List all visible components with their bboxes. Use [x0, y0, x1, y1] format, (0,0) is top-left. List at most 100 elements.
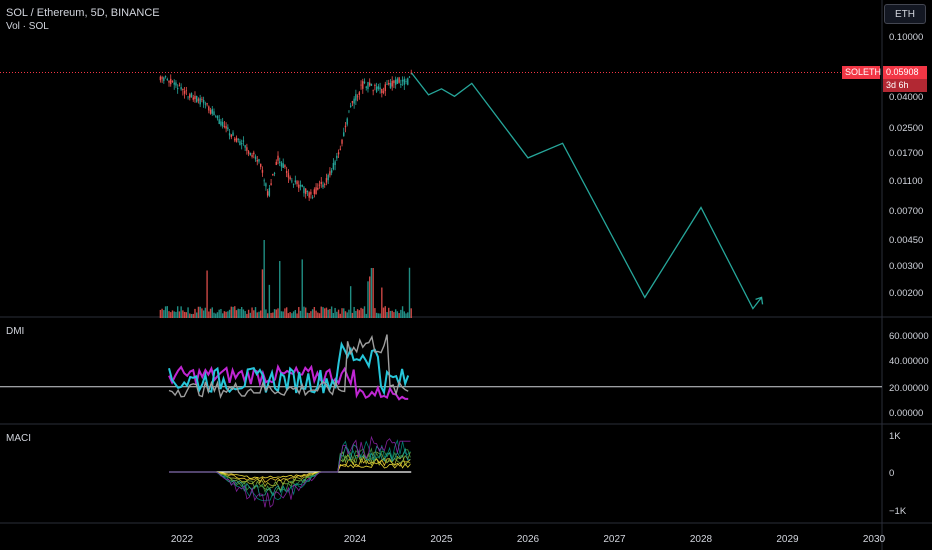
candle-body [215, 116, 217, 118]
volume-bar [332, 313, 335, 318]
dmi-pane-label[interactable]: DMI [6, 326, 25, 337]
volume-bar [393, 312, 395, 318]
candle-body [306, 190, 309, 193]
volume-bar [348, 309, 350, 318]
volume-bar [216, 312, 219, 318]
candle-body [249, 152, 252, 156]
candle-body [260, 163, 262, 167]
volume-bar [199, 306, 201, 318]
symbol-price-badge: SOLETH [842, 66, 881, 79]
candle-body [272, 173, 274, 176]
price-tick: 0.00200 [889, 288, 924, 299]
price-tick: 0.04000 [889, 91, 924, 103]
candle-body [407, 78, 409, 85]
maci-pane-label[interactable]: MACI [6, 433, 31, 444]
maci-line [169, 457, 411, 484]
candle-body [265, 183, 267, 187]
volume-bar [258, 311, 260, 318]
candle-body [356, 96, 359, 98]
volume-bar [325, 307, 328, 318]
symbol-title[interactable]: SOL / Ethereum, 5D, BINANCE [6, 7, 160, 19]
candle-body [313, 189, 316, 194]
volume-bar [382, 307, 385, 318]
maci-tick: −1K [889, 506, 907, 517]
volume-bar [363, 306, 366, 318]
candle-body [223, 125, 226, 127]
candle-body [401, 80, 404, 82]
candle-body [351, 101, 354, 103]
price-tick: 0.00700 [889, 206, 924, 218]
volume-bar [253, 310, 255, 318]
candle-body [206, 103, 208, 105]
candle-body [182, 88, 184, 91]
volume-bar [389, 310, 392, 318]
volume-bar [386, 312, 388, 318]
adx-line [168, 334, 409, 399]
volume-bar [183, 311, 186, 318]
candle-body [405, 81, 407, 82]
volume-bar [282, 311, 284, 318]
volume-label[interactable]: Vol · SOL [6, 21, 49, 32]
volume-bar [240, 307, 243, 318]
volume-bar [365, 313, 367, 318]
volume-bar [391, 310, 393, 318]
candle-body [304, 188, 307, 194]
candle-body [159, 76, 162, 81]
volume-bar [370, 268, 373, 318]
volume-bar [249, 312, 252, 318]
candle-body [247, 151, 250, 154]
maci-line [169, 439, 411, 501]
dmi-lines [0, 334, 882, 401]
candle-body [273, 173, 276, 174]
volume-bar [362, 308, 364, 318]
candle-body [287, 173, 290, 178]
volume-bar [197, 306, 200, 318]
price-tick: 0.00450 [889, 234, 924, 246]
volume-bar [356, 309, 359, 318]
candle-body [386, 83, 388, 85]
candle-body [237, 139, 239, 140]
candle-body [268, 188, 271, 196]
volume-bar [272, 312, 274, 318]
time-tick: 2029 [776, 534, 799, 545]
volume-bar [379, 313, 381, 318]
time-tick: 2022 [170, 534, 194, 545]
maci-tick: 0 [889, 468, 895, 479]
candle-body [367, 82, 369, 89]
volume-bar [304, 307, 307, 318]
volume-bar [336, 311, 338, 318]
volume-bar [163, 310, 165, 318]
volume-bar [192, 313, 194, 318]
volume-bar [318, 313, 321, 318]
volume-bar [344, 311, 347, 318]
candle-body [180, 87, 182, 90]
volume-bar [254, 307, 257, 318]
volume-bar [247, 309, 250, 318]
currency-button[interactable]: ETH [884, 4, 926, 24]
candle-body [322, 184, 324, 188]
candle-body [292, 183, 295, 185]
volume-bar [322, 307, 324, 318]
candle-body [240, 143, 243, 145]
volume-bar [175, 311, 177, 318]
time-tick: 2025 [430, 534, 453, 545]
volume-bar [358, 310, 361, 318]
candle-body [315, 187, 317, 195]
volume-bar [285, 307, 288, 318]
volume-bar [337, 309, 340, 318]
candle-body [208, 106, 210, 111]
candle-body [277, 155, 279, 161]
volume-bar [256, 312, 258, 318]
candle-body [355, 94, 357, 101]
candle-body [289, 177, 291, 180]
candle-body [173, 82, 175, 85]
candle-body [285, 170, 288, 174]
volume-bar [237, 308, 239, 318]
candle-body [362, 81, 364, 89]
volume-bar [369, 276, 371, 318]
volume-bar [375, 312, 378, 318]
bar-countdown-badge: 3d 6h [883, 79, 927, 92]
candle-body [384, 84, 386, 92]
